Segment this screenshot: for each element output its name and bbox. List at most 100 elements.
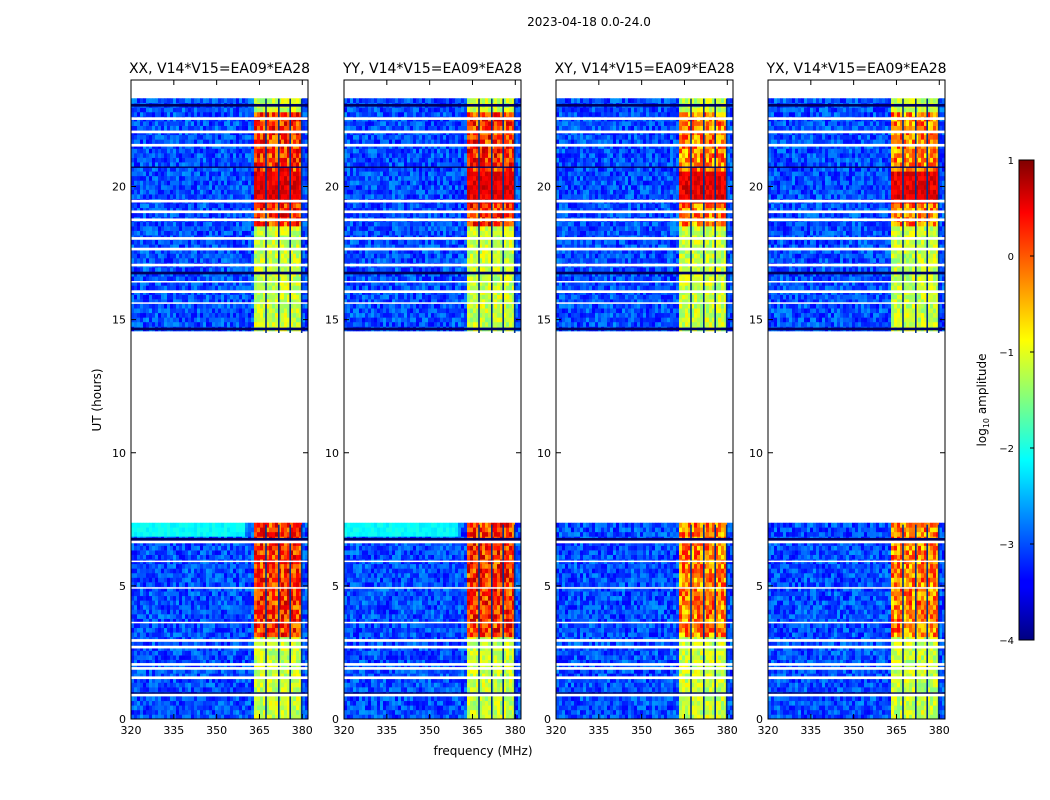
heatmap-cell bbox=[260, 171, 264, 177]
heatmap-cell bbox=[281, 545, 285, 551]
heatmap-cell bbox=[161, 700, 165, 706]
heatmap-cell bbox=[164, 673, 168, 679]
heatmap-cell bbox=[203, 230, 207, 236]
heatmap-cell bbox=[164, 280, 168, 286]
heatmap-cell bbox=[221, 655, 225, 660]
heatmap-cell bbox=[140, 604, 144, 610]
heatmap-cell bbox=[200, 280, 204, 286]
heatmap-cell bbox=[155, 650, 159, 656]
heatmap-cell bbox=[203, 668, 207, 674]
heatmap-cell bbox=[263, 650, 267, 656]
heatmap-cell bbox=[185, 655, 189, 660]
heatmap-cell bbox=[278, 531, 282, 537]
heatmap-cell bbox=[137, 312, 141, 318]
heatmap-cell bbox=[182, 171, 186, 177]
heatmap-cell bbox=[179, 673, 183, 679]
heatmap-cell bbox=[257, 258, 261, 263]
heatmap-cell bbox=[269, 627, 273, 633]
heatmap-cell bbox=[155, 540, 159, 546]
heatmap-cell bbox=[293, 531, 297, 537]
heatmap-cell bbox=[251, 221, 255, 227]
heatmap-cell bbox=[215, 582, 219, 587]
heatmap-cell bbox=[182, 280, 186, 286]
heatmap-cell bbox=[257, 568, 261, 574]
heatmap-cell bbox=[158, 714, 162, 720]
heatmap-cell bbox=[224, 595, 228, 601]
heatmap-cell bbox=[248, 595, 252, 601]
heatmap-cell bbox=[203, 285, 207, 291]
heatmap-cell bbox=[230, 299, 234, 304]
heatmap-cell bbox=[305, 230, 309, 236]
heatmap-cell bbox=[158, 582, 162, 587]
heatmap-cell bbox=[269, 226, 273, 231]
heatmap-cell bbox=[299, 285, 303, 291]
heatmap-cell bbox=[161, 280, 165, 286]
heatmap-cell bbox=[281, 563, 285, 569]
heatmap-cell bbox=[221, 600, 225, 606]
heatmap-cell bbox=[176, 545, 180, 551]
heatmap-cell bbox=[158, 572, 162, 578]
heatmap-cell bbox=[251, 618, 255, 624]
heatmap-cell bbox=[230, 153, 234, 158]
heatmap-cell bbox=[305, 189, 309, 195]
heatmap-cell bbox=[152, 248, 156, 254]
heatmap-cell bbox=[260, 655, 264, 660]
heatmap-cell bbox=[245, 714, 249, 720]
heatmap-cell bbox=[203, 162, 207, 168]
heatmap-cell bbox=[293, 650, 297, 656]
heatmap-cell bbox=[176, 194, 180, 199]
heatmap-cell bbox=[281, 175, 285, 181]
heatmap-cell bbox=[275, 700, 279, 706]
heatmap-cell bbox=[167, 221, 171, 227]
heatmap-cell bbox=[242, 682, 246, 688]
heatmap-cell bbox=[275, 267, 279, 272]
heatmap-cell bbox=[296, 632, 300, 638]
heatmap-cell bbox=[206, 696, 210, 702]
heatmap-cell bbox=[284, 600, 288, 606]
heatmap-cell bbox=[173, 568, 177, 574]
heatmap-cell bbox=[227, 572, 231, 578]
heatmap-cell bbox=[200, 267, 204, 272]
heatmap-cell bbox=[248, 655, 252, 660]
heatmap-cell bbox=[281, 682, 285, 688]
heatmap-cell bbox=[182, 545, 186, 551]
heatmap-cell bbox=[230, 568, 234, 574]
heatmap-cell bbox=[269, 614, 273, 619]
heatmap-cell bbox=[266, 253, 270, 259]
heatmap-cell bbox=[149, 696, 153, 702]
heatmap-cell bbox=[278, 285, 282, 291]
heatmap-cell bbox=[236, 550, 240, 555]
heatmap-cell bbox=[221, 595, 225, 601]
heatmap-cell bbox=[254, 700, 258, 706]
heatmap-cell bbox=[179, 203, 183, 209]
heatmap-cell bbox=[188, 194, 192, 199]
heatmap-cell bbox=[185, 189, 189, 195]
heatmap-cell bbox=[245, 285, 249, 291]
heatmap-cell bbox=[209, 650, 213, 656]
heatmap-cell bbox=[173, 627, 177, 633]
heatmap-cell bbox=[266, 175, 270, 181]
heatmap-cell bbox=[161, 184, 165, 190]
heatmap-cell bbox=[269, 586, 273, 592]
heatmap-cell bbox=[188, 705, 192, 711]
heatmap-cell bbox=[200, 230, 204, 236]
heatmap-cell bbox=[266, 308, 270, 314]
heatmap-cell bbox=[266, 239, 270, 245]
heatmap-cell bbox=[293, 677, 297, 683]
heatmap-cell bbox=[170, 550, 174, 555]
heatmap-cell bbox=[302, 299, 306, 304]
heatmap-cell bbox=[221, 604, 225, 610]
heatmap-cell bbox=[140, 705, 144, 711]
heatmap-cell bbox=[233, 153, 237, 158]
heatmap-cell bbox=[239, 280, 243, 286]
heatmap-cell bbox=[236, 285, 240, 291]
heatmap-cell bbox=[179, 659, 183, 665]
heatmap-cell bbox=[170, 230, 174, 236]
heatmap-cell bbox=[143, 180, 147, 186]
heatmap-cell bbox=[158, 586, 162, 592]
heatmap-cell bbox=[170, 308, 174, 314]
heatmap-cell bbox=[146, 582, 150, 587]
heatmap-cell bbox=[137, 655, 141, 660]
heatmap-cell bbox=[278, 696, 282, 702]
